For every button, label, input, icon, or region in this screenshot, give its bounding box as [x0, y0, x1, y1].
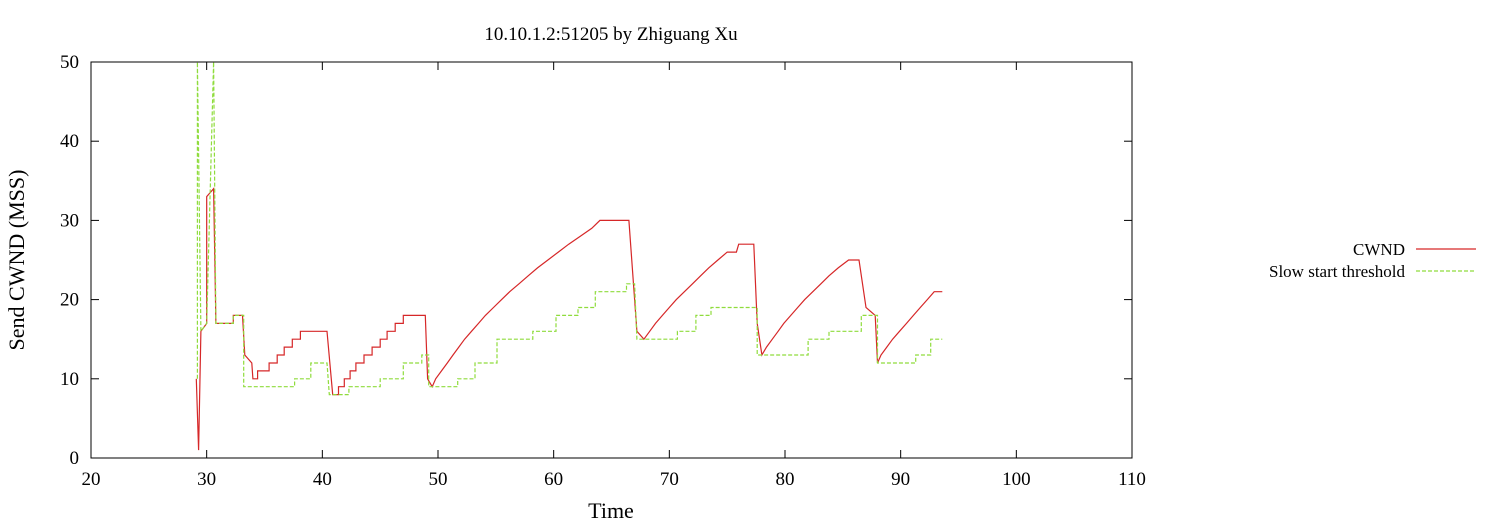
x-tick-label: 80 [776, 469, 795, 490]
y-tick-label: 40 [60, 131, 79, 152]
x-tick-label: 30 [197, 469, 216, 490]
series-slow-start-threshold-line [196, 61, 943, 396]
y-tick-label: 10 [60, 369, 79, 390]
y-axis: 0 10 20 30 40 50 [60, 52, 1132, 469]
x-tick-label: 50 [429, 469, 448, 490]
y-tick-label: 20 [60, 290, 79, 311]
x-axis: 20 30 40 50 60 70 80 90 100 110 [82, 62, 1146, 490]
x-tick-label: 110 [1118, 469, 1146, 490]
legend: CWND Slow start threshold [1269, 240, 1476, 281]
y-tick-label: 30 [60, 210, 79, 231]
x-tick-label: 90 [891, 469, 910, 490]
x-tick-label: 20 [82, 469, 101, 490]
chart-title: 10.10.1.2:51205 by Zhiguang Xu [484, 24, 738, 45]
legend-label-cwnd: CWND [1353, 240, 1405, 259]
series-cwnd-line [195, 187, 943, 451]
y-tick-label: 50 [60, 52, 79, 73]
series-layer [195, 61, 943, 451]
y-tick-label: 0 [70, 448, 80, 469]
x-tick-label: 100 [1002, 469, 1031, 490]
x-tick-label: 70 [660, 469, 679, 490]
x-tick-label: 40 [313, 469, 332, 490]
x-tick-label: 60 [544, 469, 563, 490]
x-axis-label: Time [588, 498, 634, 523]
y-axis-label: Send CWND (MSS) [4, 170, 29, 351]
legend-label-slow-start-threshold: Slow start threshold [1269, 262, 1405, 281]
plot-area-frame [90, 61, 1133, 459]
